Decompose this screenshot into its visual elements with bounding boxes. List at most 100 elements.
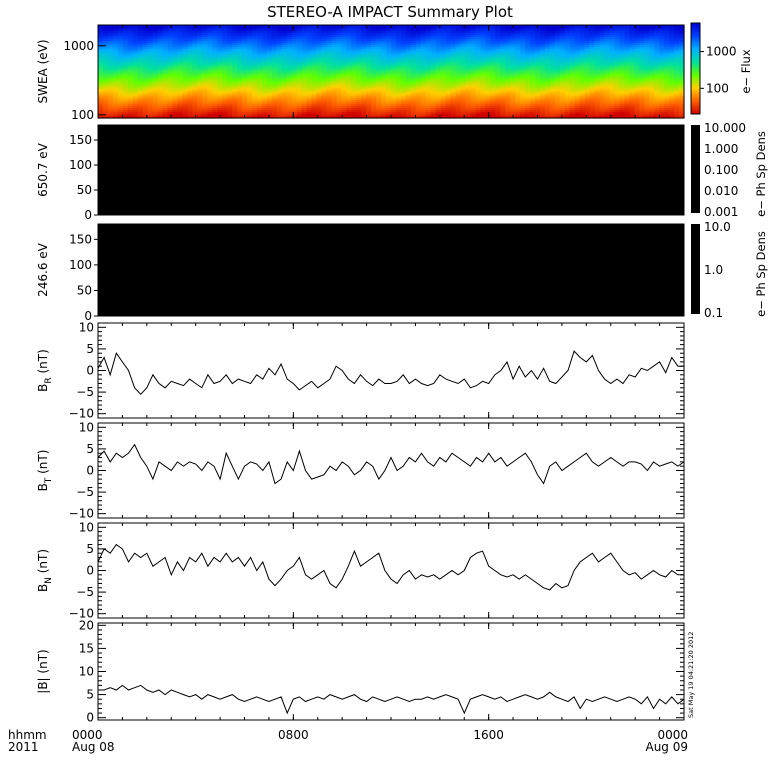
spectrogram-cell	[356, 99, 362, 103]
spectrogram-cell	[296, 65, 303, 69]
spectrogram-cell	[400, 107, 407, 111]
spectrogram-cell	[371, 63, 377, 67]
spectrogram-cell	[232, 57, 238, 60]
spectrogram-cell	[251, 105, 258, 109]
spectrogram-cell	[197, 55, 203, 58]
spectrogram-cell	[336, 57, 342, 60]
spectrogram-cell	[286, 59, 293, 62]
spectrogram-cell	[599, 69, 606, 73]
spectrogram-cell	[391, 51, 397, 54]
spectrogram-cell	[579, 75, 586, 79]
spectrogram-cell	[356, 33, 362, 36]
spectrogram-cell	[336, 65, 342, 69]
spectrogram-cell	[356, 35, 362, 38]
spectrogram-cell	[535, 39, 541, 42]
spectrogram-cell	[242, 95, 248, 99]
spectrogram-cell	[445, 91, 452, 95]
spectrogram-cell	[366, 81, 372, 85]
spectrogram-cell	[515, 57, 521, 60]
spectrogram-cell	[361, 89, 367, 93]
spectrogram-cell	[112, 67, 119, 71]
spectrogram-cell	[192, 105, 198, 109]
spectrogram-cell	[410, 65, 417, 69]
spectrogram-cell	[177, 59, 184, 62]
spectrogram-cell	[311, 91, 318, 95]
spectrogram-cell	[271, 35, 278, 38]
spectrogram-cell	[490, 107, 496, 111]
spectrogram-cell	[649, 103, 655, 107]
spectrogram-cell	[564, 87, 571, 91]
spectrogram-cell	[410, 57, 417, 60]
spectrogram-cell	[669, 37, 675, 40]
spectrogram-cell	[246, 29, 253, 32]
spectrogram-cell	[177, 93, 184, 97]
spectrogram-cell	[147, 95, 154, 99]
spectrogram-cell	[674, 83, 680, 87]
spectrogram-cell	[346, 69, 352, 73]
spectrogram-cell	[405, 25, 412, 28]
spectrogram-cell	[554, 51, 561, 54]
spectrogram-cell	[361, 87, 367, 91]
spectrogram-cell	[579, 71, 586, 75]
spectrogram-cell	[291, 103, 298, 107]
spectrogram-cell	[450, 61, 457, 65]
spectrogram-cell	[391, 81, 397, 85]
spectrogram-cell	[172, 91, 179, 95]
spectrogram-cell	[664, 91, 670, 95]
spectrogram-cell	[202, 37, 208, 40]
spectrogram-cell	[619, 27, 626, 30]
spectrogram-cell	[251, 45, 258, 48]
spectrogram-cell	[142, 81, 149, 85]
spectrogram-cell	[530, 61, 536, 65]
spectrogram-cell	[132, 39, 139, 42]
spectrogram-cell	[306, 103, 313, 107]
spectrogram-cell	[346, 41, 352, 44]
spectrogram-cell	[674, 99, 680, 103]
spectrogram-cell	[331, 37, 337, 40]
spectrogram-cell	[639, 69, 645, 73]
spectrogram-cell	[112, 103, 119, 107]
spectrogram-cell	[341, 37, 347, 40]
spectrogram-cell	[520, 89, 526, 93]
spectrogram-cell	[112, 57, 119, 60]
spectrogram-cell	[336, 83, 342, 87]
spectrogram-cell	[569, 69, 576, 73]
spectrogram-cell	[376, 39, 382, 42]
spectrogram-cell	[157, 61, 164, 65]
spectrogram-cell	[326, 47, 333, 50]
spectrogram-cell	[535, 83, 541, 87]
spectrogram-cell	[291, 47, 298, 50]
spectrogram-cell	[147, 33, 154, 36]
spectrogram-cell	[589, 65, 596, 69]
spectrogram-cell	[177, 91, 184, 95]
spectrogram-cell	[361, 93, 367, 97]
spectrogram-cell	[177, 47, 184, 50]
spectrogram-cell	[435, 69, 442, 73]
spectrogram-cell	[559, 99, 566, 103]
spectrogram-cell	[112, 65, 119, 69]
spectrogram-cell	[654, 41, 660, 44]
spectrogram-cell	[361, 103, 367, 107]
spectrogram-cell	[445, 31, 452, 34]
spectrogram-cell	[465, 97, 472, 101]
spectrogram-cell	[410, 41, 417, 44]
spectrogram-cell	[132, 85, 139, 89]
spectrogram-cell	[266, 33, 273, 36]
spectrogram-cell	[490, 51, 496, 54]
spectrogram-cell	[480, 77, 486, 81]
spectrogram-cell	[470, 29, 477, 32]
spectrogram-cell	[659, 61, 665, 65]
spectrogram-cell	[137, 43, 144, 46]
spectrogram-cell	[266, 63, 273, 67]
spectrogram-cell	[122, 61, 129, 65]
spectrogram-cell	[619, 79, 626, 83]
spectrogram-cell	[634, 39, 640, 42]
spectrogram-cell	[564, 75, 571, 79]
spectrogram-cell	[475, 45, 481, 48]
spectrogram-cell	[321, 41, 328, 44]
spectrogram-cell	[445, 55, 452, 58]
spectrogram-cell	[425, 25, 432, 28]
spectrogram-cell	[659, 71, 665, 75]
spectrogram-cell	[574, 75, 581, 79]
spectrogram-cell	[480, 103, 486, 107]
